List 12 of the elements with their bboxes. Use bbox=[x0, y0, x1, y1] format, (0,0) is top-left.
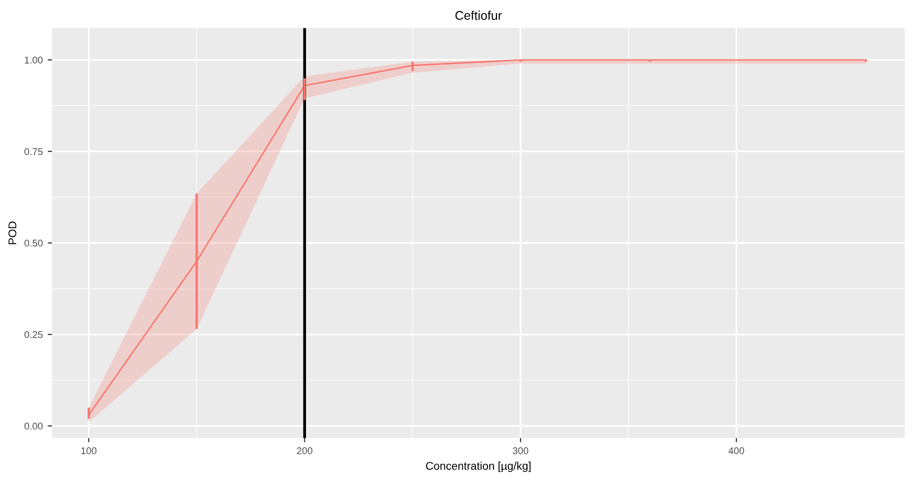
chart-title: Ceftiofur bbox=[455, 10, 502, 20]
y-tick-label: 1.00 bbox=[24, 56, 43, 64]
y-tick-label: 0.75 bbox=[24, 148, 43, 156]
x-axis-title: Concentration [µg/kg] bbox=[426, 462, 531, 472]
y-tick-label: 0.50 bbox=[24, 240, 43, 247]
y-tick-label: 0.25 bbox=[24, 331, 43, 338]
x-tick-label: 200 bbox=[297, 447, 312, 454]
x-tick-label: 100 bbox=[81, 447, 96, 454]
y-tick-label: 0.00 bbox=[24, 422, 43, 430]
x-tick-label: 300 bbox=[512, 447, 528, 454]
y-axis-title: POD bbox=[8, 222, 16, 244]
x-tick-label: 400 bbox=[728, 447, 744, 454]
